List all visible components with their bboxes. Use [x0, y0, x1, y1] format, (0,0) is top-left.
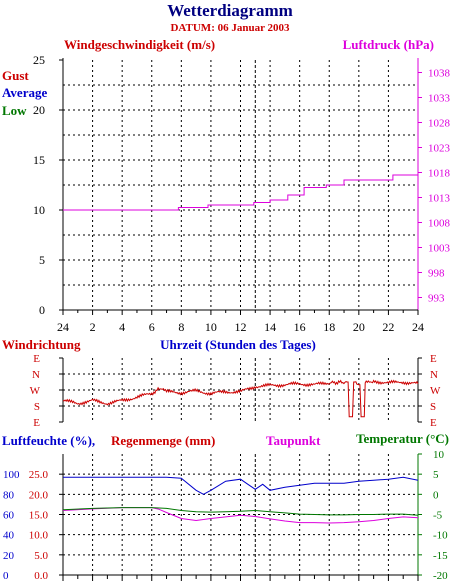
direction-tick-label-left: E	[33, 353, 40, 365]
chart-title: Wetterdiagramm	[167, 1, 293, 20]
hour-tick-label: 6	[149, 320, 155, 334]
temperature-tick-label: -10	[433, 530, 448, 542]
humidity-tick-label: 20	[3, 550, 15, 562]
pressure-tick-label: 1013	[428, 193, 451, 205]
hour-tick-label: 18	[323, 320, 335, 334]
pressure-tick-label: 1038	[428, 68, 451, 80]
hour-tick-label: 4	[119, 320, 125, 334]
humidity-axis-title: Luftfeuchte (%),	[2, 433, 95, 448]
chart-date: DATUM: 06 Januar 2003	[170, 22, 290, 34]
wind-direction-line	[62, 379, 419, 418]
temperature-tick-label: -20	[433, 570, 448, 582]
wind-y-tick-label: 5	[39, 253, 45, 267]
direction-tick-label-right: N	[430, 369, 438, 381]
humidity-tick-label: 60	[3, 510, 15, 522]
direction-tick-label-right: E	[430, 353, 437, 365]
direction-tick-label-left: E	[33, 417, 40, 429]
humidity-tick-label: 80	[3, 489, 15, 501]
wind-y-tick-label: 10	[33, 203, 45, 217]
wind-y-tick-label: 25	[33, 53, 45, 67]
dewpoint-title: Taupunkt	[266, 433, 321, 448]
hour-tick-label: 22	[382, 320, 394, 334]
hour-tick-label: 24	[57, 320, 69, 334]
direction-tick-label-right: E	[430, 417, 437, 429]
time-axis-title: Uhrzeit (Stunden des Tages)	[160, 337, 316, 352]
humidity-line	[63, 476, 419, 495]
rain-tick-label: 0.0	[34, 570, 48, 582]
pressure-tick-label: 1023	[428, 143, 451, 155]
humidity-tick-label: 0	[3, 570, 9, 582]
pressure-tick-label: 1008	[428, 218, 451, 230]
grid-layer	[63, 60, 418, 575]
temperature-tick-label: 0	[433, 489, 439, 501]
wind-y-tick-label: 0	[39, 303, 45, 317]
hour-tick-label: 14	[264, 320, 276, 334]
humidity-tick-label: 40	[3, 530, 15, 542]
axes-layer: 0510152025993998100310081013101810231028…	[3, 53, 451, 582]
pressure-line	[63, 174, 418, 211]
dewpoint-line	[62, 507, 419, 524]
pressure-tick-label: 1018	[428, 168, 451, 180]
direction-tick-label-left: S	[34, 401, 40, 413]
direction-tick-label-left: W	[30, 385, 41, 397]
humidity-tick-label: 100	[3, 469, 20, 481]
legend-low: Low	[2, 103, 27, 118]
rain-axis-title: Regenmenge (mm)	[111, 433, 215, 448]
hour-tick-label: 8	[178, 320, 184, 334]
hour-tick-label: 10	[205, 320, 217, 334]
pressure-tick-label: 998	[428, 268, 445, 280]
temperature-tick-label: 5	[433, 469, 439, 481]
pressure-tick-label: 1003	[428, 243, 451, 255]
hour-tick-label: 16	[294, 320, 306, 334]
hour-tick-label: 24	[412, 320, 424, 334]
pressure-axis-title: Luftdruck (hPa)	[343, 37, 434, 52]
legend-average: Average	[2, 85, 47, 100]
pressure-tick-label: 1033	[428, 93, 451, 105]
rain-tick-label: 25.0	[29, 469, 49, 481]
rain-tick-label: 10.0	[29, 530, 49, 542]
legend-gust: Gust	[2, 68, 29, 83]
rain-tick-label: 20.0	[29, 489, 49, 501]
temperature-line	[62, 507, 419, 516]
hour-tick-label: 20	[353, 320, 365, 334]
rain-tick-label: 15.0	[29, 510, 49, 522]
temperature-tick-label: -15	[433, 550, 448, 562]
wind-direction-title: Windrichtung	[2, 337, 81, 352]
hour-tick-label: 12	[235, 320, 247, 334]
pressure-tick-label: 993	[428, 293, 445, 305]
temperature-tick-label: 10	[433, 449, 445, 461]
wind-y-tick-label: 15	[33, 153, 45, 167]
wind-speed-axis-title: Windgeschwindigkeit (m/s)	[64, 37, 215, 52]
direction-tick-label-right: S	[430, 401, 436, 413]
pressure-tick-label: 1028	[428, 118, 451, 130]
temperature-tick-label: -5	[433, 510, 443, 522]
rain-tick-label: 5.0	[34, 550, 48, 562]
direction-tick-label-right: W	[430, 385, 441, 397]
hour-tick-label: 2	[90, 320, 96, 334]
series-layer	[62, 174, 419, 524]
direction-tick-label-left: N	[32, 369, 40, 381]
wind-y-tick-label: 20	[33, 103, 45, 117]
temperature-axis-title: Temperatur (°C)	[356, 431, 449, 446]
